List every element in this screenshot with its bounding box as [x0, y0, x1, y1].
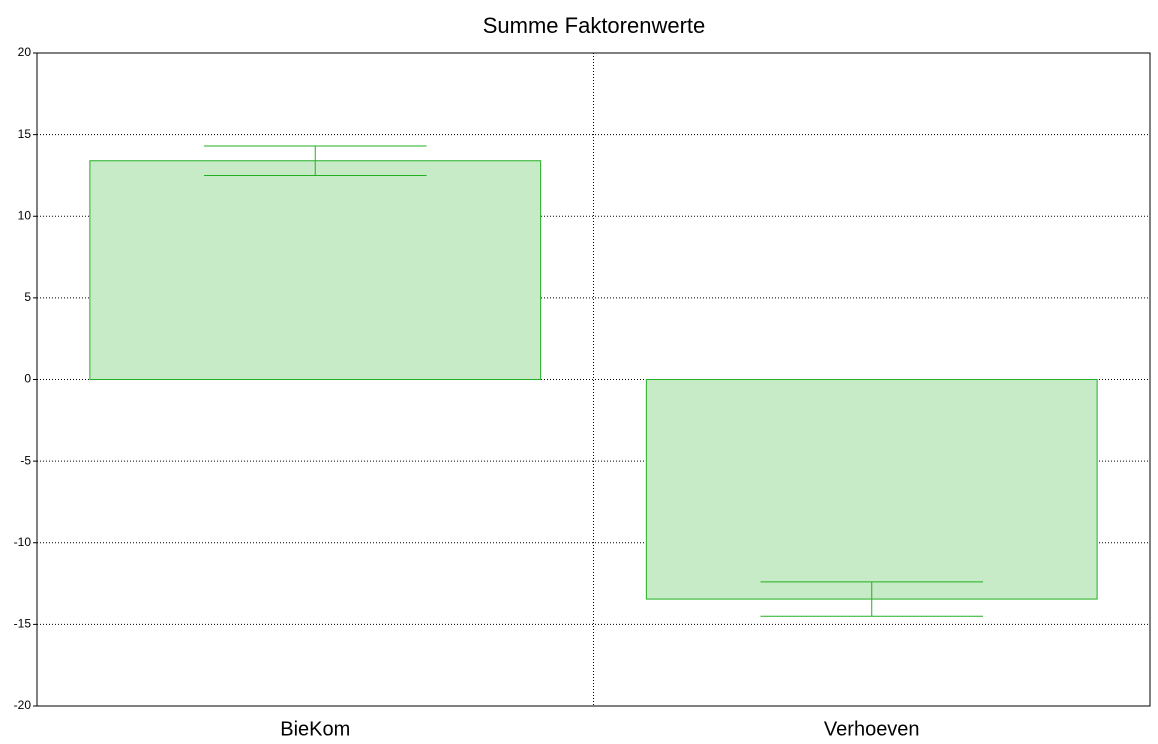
y-tick-label: -15: [14, 617, 32, 631]
bar: [645, 379, 1098, 600]
y-tick-label: 5: [24, 290, 31, 304]
y-tick-label: 15: [18, 127, 32, 141]
y-tick-label: 10: [18, 208, 32, 222]
chart-title: Summe Faktorenwerte: [483, 13, 706, 38]
bar: [89, 160, 542, 380]
y-tick-label: 20: [18, 45, 32, 59]
y-tick-label: -5: [20, 453, 31, 467]
y-tick-label: -10: [14, 535, 32, 549]
x-tick-label: Verhoeven: [824, 718, 920, 740]
y-tick-label: 0: [24, 372, 31, 386]
y-tick-label: -20: [14, 698, 32, 712]
x-tick-label: BieKom: [280, 718, 350, 740]
plot-frame: [36, 52, 1151, 707]
